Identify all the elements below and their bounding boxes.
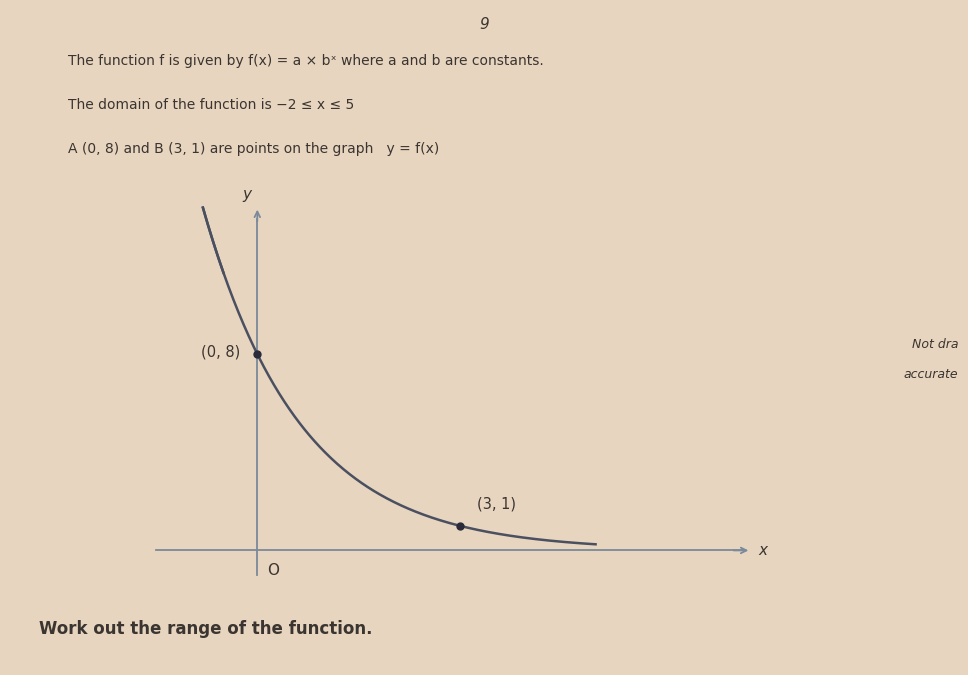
- Text: x: x: [758, 543, 767, 558]
- Text: (3, 1): (3, 1): [477, 496, 516, 511]
- Text: (0, 8): (0, 8): [201, 344, 240, 359]
- Text: A (0, 8) and B (3, 1) are points on the graph   y = f(x): A (0, 8) and B (3, 1) are points on the …: [68, 142, 439, 156]
- Text: 9: 9: [479, 17, 489, 32]
- Text: Work out the range of the function.: Work out the range of the function.: [39, 620, 373, 638]
- Text: O: O: [267, 563, 280, 578]
- Text: y: y: [243, 187, 252, 202]
- Text: The function f is given by f(x) = a × bˣ where a and b are constants.: The function f is given by f(x) = a × bˣ…: [68, 54, 543, 68]
- Text: accurate: accurate: [904, 368, 958, 381]
- Text: Not dra: Not dra: [912, 338, 958, 350]
- Text: The domain of the function is −2 ≤ x ≤ 5: The domain of the function is −2 ≤ x ≤ 5: [68, 98, 354, 112]
